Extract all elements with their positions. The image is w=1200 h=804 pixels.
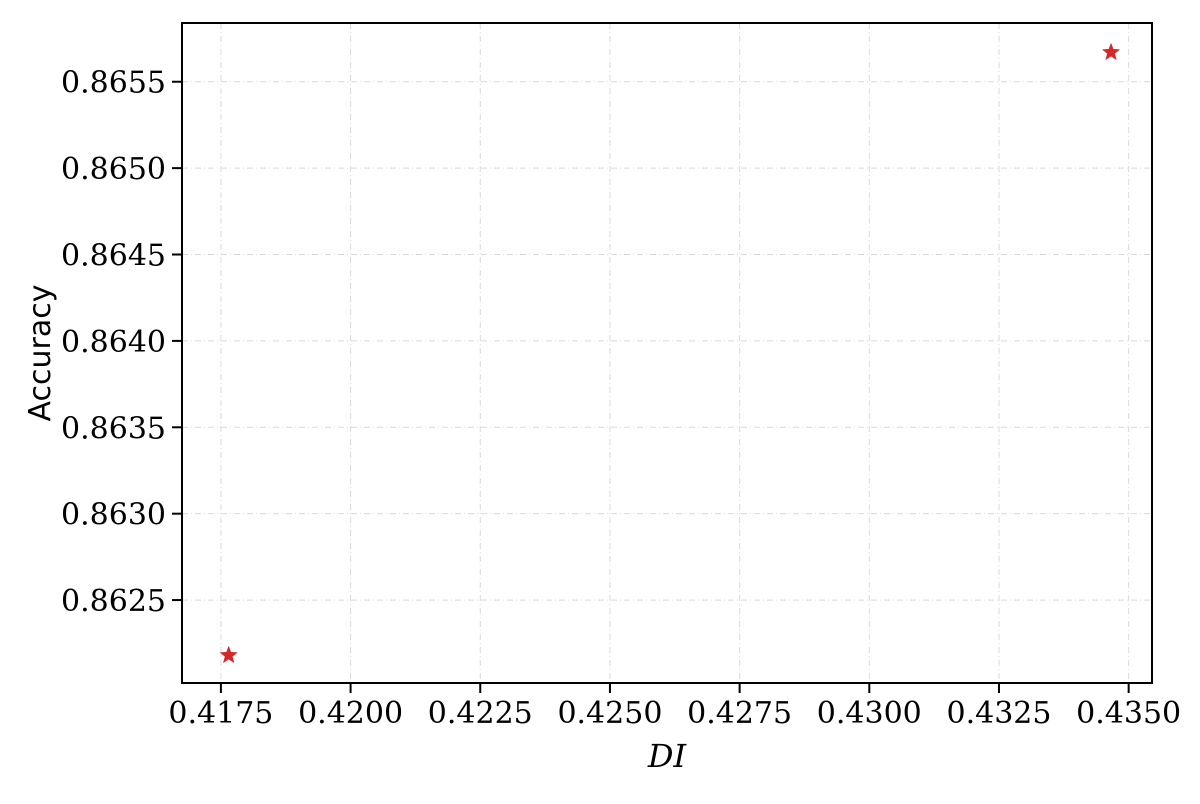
y-tick-label: 0.8625: [61, 584, 166, 619]
x-tick-label: 0.4350: [1076, 696, 1181, 731]
y-axis-label: Accuracy: [23, 285, 58, 422]
y-tick-label: 0.8645: [61, 239, 166, 274]
x-tick-label: 0.4325: [946, 696, 1051, 731]
x-tick-label: 0.4175: [168, 696, 273, 731]
x-tick-label: 0.4225: [428, 696, 533, 731]
x-tick-label: 0.4275: [687, 696, 792, 731]
x-tick-label: 0.4250: [557, 696, 662, 731]
x-axis: 0.4175 0.4200 0.4225 0.4250 0.4275 0.4300 0.43…: [168, 683, 1181, 731]
grid: [182, 23, 1152, 683]
x-tick-label: 0.4300: [817, 696, 922, 731]
x-axis-label: DI: [647, 737, 688, 775]
y-tick-label: 0.8650: [61, 152, 166, 187]
y-tick-label: 0.8655: [61, 66, 166, 101]
x-tick-label: 0.4200: [298, 696, 403, 731]
data-points: [219, 42, 1121, 664]
y-tick-label: 0.8640: [61, 325, 166, 360]
y-axis: 0.8625 0.8630 0.8635 0.8640 0.8645 0.8650 0.86…: [61, 66, 182, 619]
data-point-star: [1101, 42, 1121, 61]
plot-frame: [181, 22, 1153, 684]
data-point-star: [219, 645, 238, 664]
y-tick-label: 0.8635: [61, 411, 166, 446]
y-tick-label: 0.8630: [61, 498, 166, 533]
